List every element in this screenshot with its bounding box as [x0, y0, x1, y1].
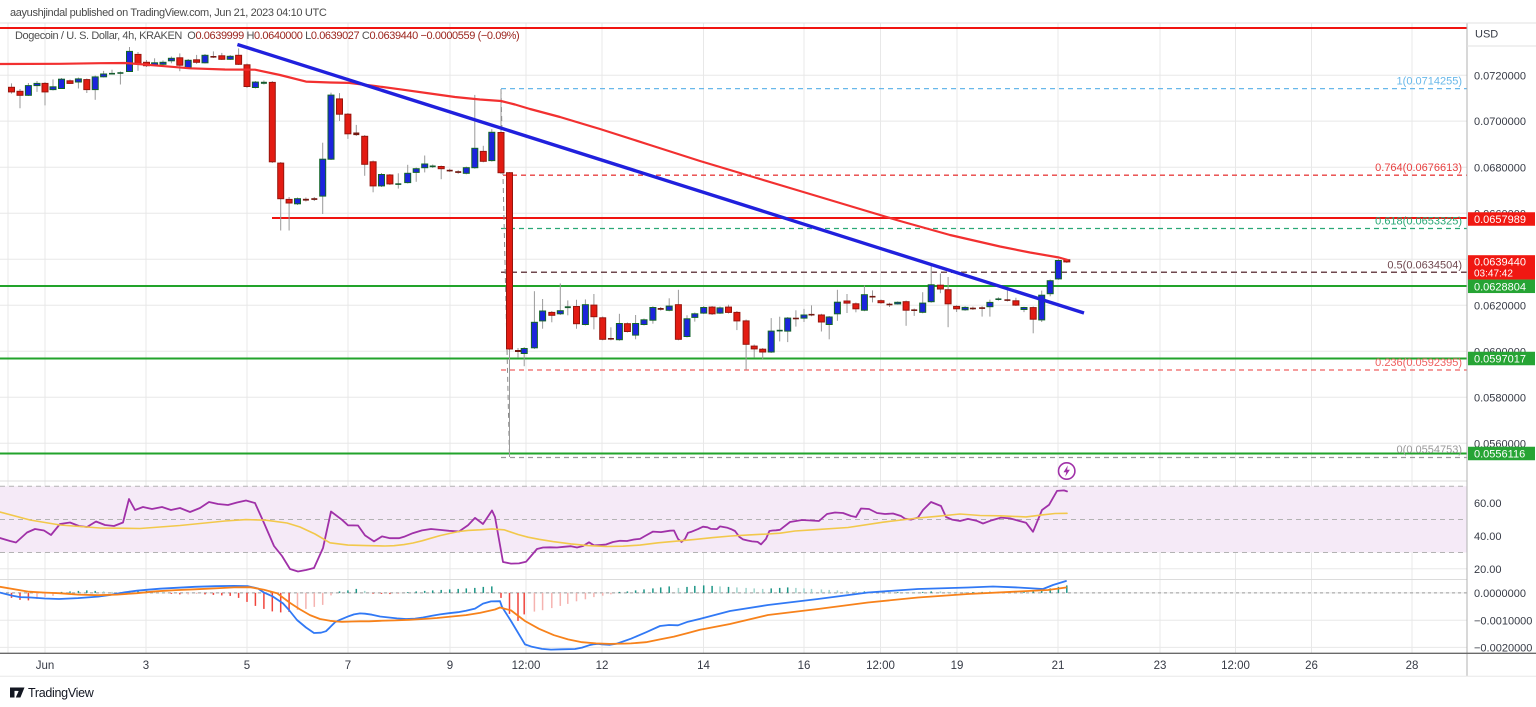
- svg-text:Dogecoin / U. S. Dollar, 4h, K: Dogecoin / U. S. Dollar, 4h, KRAKEN O0.0…: [15, 30, 519, 42]
- svg-text:5: 5: [244, 660, 250, 672]
- svg-text:9: 9: [447, 660, 453, 672]
- svg-text:40.00: 40.00: [1474, 531, 1502, 543]
- svg-text:0.0657989: 0.0657989: [1474, 214, 1526, 226]
- svg-text:1(0.0714255): 1(0.0714255): [1397, 76, 1462, 88]
- svg-text:TradingView: TradingView: [28, 686, 95, 700]
- svg-text:12:00: 12:00: [1221, 660, 1250, 672]
- svg-text:0.0597017: 0.0597017: [1474, 354, 1526, 366]
- svg-text:3: 3: [143, 660, 149, 672]
- svg-text:0.0628804: 0.0628804: [1474, 281, 1526, 293]
- svg-text:0.0700000: 0.0700000: [1474, 116, 1526, 128]
- svg-text:12:00: 12:00: [866, 660, 895, 672]
- svg-text:23: 23: [1154, 660, 1167, 672]
- svg-text:14: 14: [697, 660, 710, 672]
- svg-text:60.00: 60.00: [1474, 498, 1502, 510]
- svg-text:0.0720000: 0.0720000: [1474, 70, 1526, 82]
- svg-text:0.618(0.0653325): 0.618(0.0653325): [1375, 216, 1462, 228]
- svg-text:7: 7: [345, 660, 351, 672]
- svg-text:20.00: 20.00: [1474, 564, 1502, 576]
- svg-text:0.0680000: 0.0680000: [1474, 162, 1526, 174]
- svg-text:26: 26: [1305, 660, 1318, 672]
- svg-text:aayushjindal published on Trad: aayushjindal published on TradingView.co…: [10, 7, 327, 19]
- svg-text:−0.0020000: −0.0020000: [1474, 642, 1532, 654]
- svg-text:16: 16: [798, 660, 811, 672]
- svg-text:0.236(0.0592395): 0.236(0.0592395): [1375, 357, 1462, 369]
- svg-text:21: 21: [1052, 660, 1065, 672]
- svg-text:0.0639440: 0.0639440: [1474, 257, 1526, 269]
- svg-text:28: 28: [1406, 660, 1419, 672]
- svg-text:0(0.0554753): 0(0.0554753): [1397, 444, 1462, 456]
- svg-text:03:47:42: 03:47:42: [1474, 269, 1513, 280]
- svg-text:0.0580000: 0.0580000: [1474, 392, 1526, 404]
- svg-text:USD: USD: [1475, 29, 1498, 41]
- svg-text:−0.0010000: −0.0010000: [1474, 615, 1532, 627]
- svg-text:Jun: Jun: [36, 660, 55, 672]
- svg-text:12:00: 12:00: [512, 660, 541, 672]
- svg-text:0.5(0.0634504): 0.5(0.0634504): [1387, 259, 1462, 271]
- svg-text:0.0556116: 0.0556116: [1474, 449, 1525, 461]
- svg-text:0.0000000: 0.0000000: [1474, 588, 1526, 600]
- svg-text:0.764(0.0676613): 0.764(0.0676613): [1375, 162, 1462, 174]
- svg-text:12: 12: [596, 660, 609, 672]
- svg-text:19: 19: [951, 660, 964, 672]
- svg-text:0.0620000: 0.0620000: [1474, 300, 1526, 312]
